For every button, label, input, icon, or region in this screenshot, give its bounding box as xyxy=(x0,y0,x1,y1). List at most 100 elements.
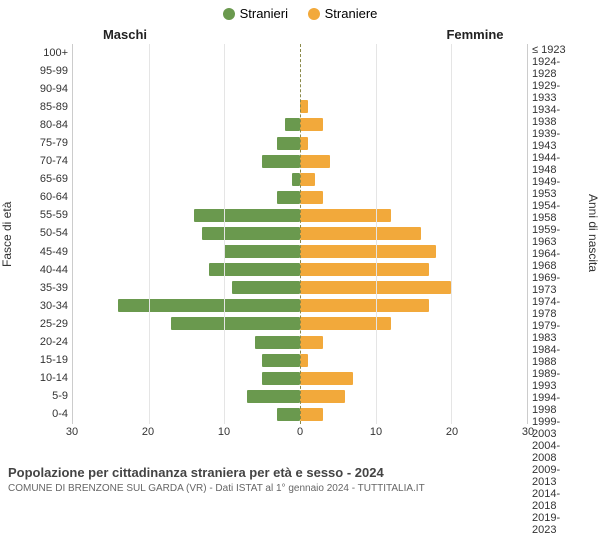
col-header-male: Maschi xyxy=(0,27,300,42)
legend-label-female: Straniere xyxy=(325,6,378,21)
year-label: 1964-1968 xyxy=(528,248,582,272)
year-label: 1999-2003 xyxy=(528,416,582,440)
gridline xyxy=(224,44,225,424)
age-label: 80-84 xyxy=(18,119,72,131)
age-label: 95-99 xyxy=(18,65,72,77)
x-tick: 20 xyxy=(446,426,458,438)
legend-swatch-female xyxy=(308,8,320,20)
bar-male xyxy=(262,354,300,367)
legend-swatch-male xyxy=(223,8,235,20)
legend-item-male: Stranieri xyxy=(223,6,288,21)
bar-female xyxy=(300,245,436,258)
gridline xyxy=(149,44,150,424)
plot-area xyxy=(72,44,528,424)
year-label: 1969-1973 xyxy=(528,272,582,296)
age-label: 60-64 xyxy=(18,191,72,203)
bar-female xyxy=(300,137,308,150)
age-label: 65-69 xyxy=(18,173,72,185)
age-label: 100+ xyxy=(18,47,72,59)
bar-male xyxy=(285,118,300,131)
bar-male xyxy=(194,209,300,222)
year-label: 1934-1938 xyxy=(528,104,582,128)
year-label: 1954-1958 xyxy=(528,200,582,224)
x-tick: 30 xyxy=(522,426,534,438)
bar-male xyxy=(232,281,300,294)
bar-male xyxy=(277,137,300,150)
age-label: 70-74 xyxy=(18,155,72,167)
bar-female xyxy=(300,354,308,367)
bar-female xyxy=(300,191,323,204)
x-tick: 10 xyxy=(370,426,382,438)
year-label: 1939-1943 xyxy=(528,128,582,152)
year-label: 1944-1948 xyxy=(528,152,582,176)
bar-male xyxy=(118,299,300,312)
bar-female xyxy=(300,118,323,131)
bar-female xyxy=(300,372,353,385)
age-label: 50-54 xyxy=(18,227,72,239)
bar-male xyxy=(247,390,300,403)
bar-female xyxy=(300,227,421,240)
x-tick: 20 xyxy=(142,426,154,438)
bar-male xyxy=(292,173,300,186)
year-label: 1984-1988 xyxy=(528,344,582,368)
bar-male xyxy=(277,408,300,421)
bars-female xyxy=(300,44,527,424)
column-headers: Maschi Femmine xyxy=(0,27,600,42)
x-tick: 10 xyxy=(218,426,230,438)
yaxis-left-title: Fasce di età xyxy=(0,44,18,424)
year-label: 1989-1993 xyxy=(528,368,582,392)
bar-male xyxy=(262,372,300,385)
chart: Fasce di età 100+ 95-99 90-94 85-89 80-84 75-… xyxy=(0,44,600,424)
chart-title: Popolazione per cittadinanza straniera p… xyxy=(8,465,592,480)
age-label: 35-39 xyxy=(18,282,72,294)
bar-male xyxy=(202,227,300,240)
age-label: 90-94 xyxy=(18,83,72,95)
age-label: 5-9 xyxy=(18,390,72,402)
year-label: 1929-1933 xyxy=(528,80,582,104)
year-label: 1949-1953 xyxy=(528,176,582,200)
year-label: 1924-1928 xyxy=(528,56,582,80)
center-line xyxy=(300,44,301,424)
bar-male xyxy=(209,263,300,276)
bar-male xyxy=(224,245,300,258)
age-label: 15-19 xyxy=(18,354,72,366)
age-label: 75-79 xyxy=(18,137,72,149)
gridline xyxy=(451,44,452,424)
year-labels: ≤ 19231924-19281929-19331934-19381939-19… xyxy=(528,44,582,424)
age-label: 10-14 xyxy=(18,372,72,384)
age-label: 0-4 xyxy=(18,408,72,420)
bar-female xyxy=(300,299,429,312)
age-labels: 100+ 95-99 90-94 85-89 80-84 75-79 70-74 65-69 6… xyxy=(18,44,72,424)
bar-female xyxy=(300,317,391,330)
bar-female xyxy=(300,155,330,168)
bar-male xyxy=(255,336,300,349)
age-label: 25-29 xyxy=(18,318,72,330)
x-tick: 0 xyxy=(297,426,303,438)
age-label: 85-89 xyxy=(18,101,72,113)
year-label: 1959-1963 xyxy=(528,224,582,248)
year-label: 2004-2008 xyxy=(528,440,582,464)
age-label: 20-24 xyxy=(18,336,72,348)
col-header-female: Femmine xyxy=(300,27,600,42)
bars-male xyxy=(73,44,300,424)
bar-female xyxy=(300,336,323,349)
bar-male xyxy=(171,317,300,330)
x-tick: 30 xyxy=(66,426,78,438)
gridline xyxy=(376,44,377,424)
bar-male xyxy=(262,155,300,168)
legend-label-male: Stranieri xyxy=(240,6,288,21)
year-label: 1979-1983 xyxy=(528,320,582,344)
footer: Popolazione per cittadinanza straniera p… xyxy=(8,465,592,494)
bar-female xyxy=(300,209,391,222)
bar-female xyxy=(300,100,308,113)
bar-male xyxy=(277,191,300,204)
yaxis-right-title: Anni di nascita xyxy=(582,44,600,424)
year-label: 2019-2023 xyxy=(528,512,582,536)
bar-female xyxy=(300,390,345,403)
year-label: 1994-1998 xyxy=(528,392,582,416)
age-label: 40-44 xyxy=(18,264,72,276)
legend: Stranieri Straniere xyxy=(0,0,600,23)
legend-item-female: Straniere xyxy=(308,6,378,21)
age-label: 55-59 xyxy=(18,209,72,221)
bar-female xyxy=(300,263,429,276)
